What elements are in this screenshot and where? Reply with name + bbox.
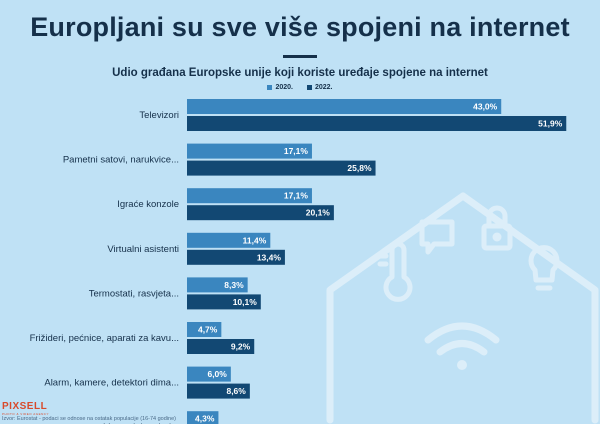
legend-swatch-2022 (306, 85, 312, 90)
data-label: 8,6% (226, 386, 246, 396)
wifi-icon (424, 322, 500, 356)
bar-2020 (187, 411, 219, 424)
pixsell-logo-tagline: PHOTO & VIDEO AGENCY (2, 412, 49, 416)
category-label: Igraće konzole (117, 199, 179, 210)
category-label: Vage, tlakomjeri... (104, 422, 179, 424)
data-label: 4,3% (195, 414, 215, 424)
data-label: 43,0% (473, 102, 498, 112)
bar-2022 (187, 339, 255, 354)
data-label: 25,8% (347, 163, 372, 173)
data-label: 17,1% (284, 191, 309, 201)
bar-2020 (187, 232, 271, 248)
house-icon (326, 192, 599, 424)
thermometer-icon (377, 241, 413, 302)
legend-label-2022: 2022. (314, 84, 333, 91)
category-label: Pametni satovi, narukvice... (63, 155, 179, 166)
category-label: Televizori (139, 110, 179, 121)
data-label: 9,2% (231, 342, 251, 352)
category-label: Frižideri, pećnice, aparati za kavu... (30, 333, 179, 344)
chart-legend: 2020. 2022. (0, 84, 600, 91)
pixsell-logo: PIXSELL (2, 401, 48, 412)
bar-2022 (187, 160, 376, 176)
chart-title: Udio građana Europske unije koji koriste… (112, 67, 488, 79)
bar-2020 (187, 366, 231, 382)
legend-item-2022: 2022. (306, 84, 333, 91)
bar-2020 (187, 143, 312, 159)
page-title: Europljani su sve više spojeni na intern… (30, 12, 570, 42)
data-label: 8,3% (224, 280, 244, 290)
bar-2020 (187, 277, 248, 293)
data-label: 6,0% (207, 369, 227, 379)
title-divider (283, 55, 317, 58)
bar-2022 (187, 205, 334, 221)
data-label: 4,7% (198, 325, 218, 335)
data-label: 17,1% (284, 146, 309, 156)
lightbulb-icon (528, 245, 560, 291)
bar-2020 (187, 188, 312, 204)
data-label: 20,1% (306, 208, 331, 218)
lock-icon (481, 205, 513, 251)
legend-item-2020: 2020. (267, 84, 293, 91)
bar-2022 (187, 249, 285, 265)
category-label: Termostati, rasvjeta... (89, 288, 179, 299)
bar-2020 (187, 322, 222, 337)
category-label: Alarm, kamere, detektori dima... (44, 378, 179, 389)
speech-bubble-icon (419, 219, 455, 255)
bar-2022 (187, 116, 567, 131)
bar-2020 (187, 99, 502, 114)
source-note: Izvor: Eurostat - podaci se odnose na os… (2, 416, 176, 422)
data-label: 10,1% (233, 297, 258, 307)
bar-2022 (187, 294, 261, 310)
category-label: Virtualni asistenti (107, 244, 179, 255)
data-label: 13,4% (257, 252, 282, 262)
bar-2022 (187, 383, 250, 399)
legend-label-2020: 2020. (275, 84, 294, 91)
data-label: 51,9% (538, 119, 563, 129)
data-label: 11,4% (243, 235, 267, 245)
legend-swatch-2020 (267, 85, 273, 90)
